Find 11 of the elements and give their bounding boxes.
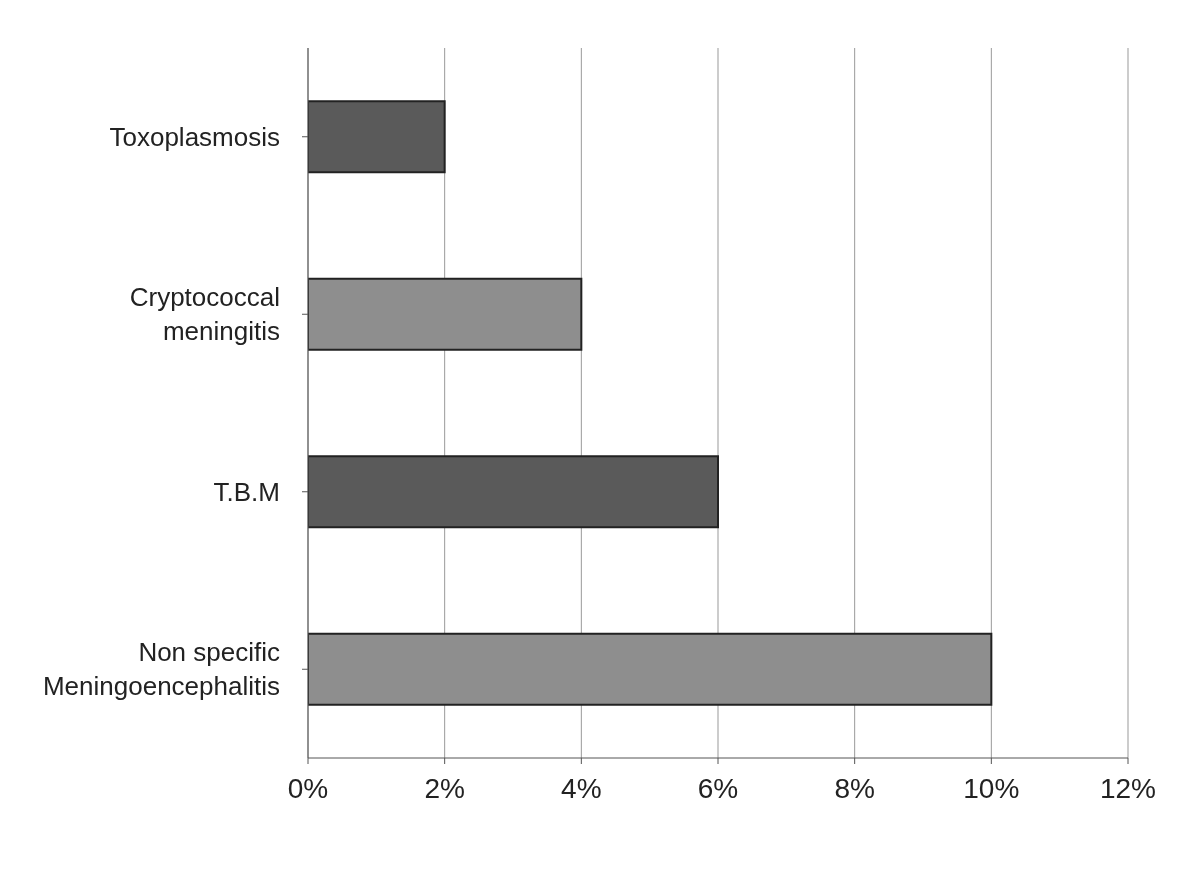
y-tick-label: T.B.M xyxy=(213,476,280,507)
x-tick-label: 0% xyxy=(287,772,329,804)
y-tick-label: Non specific Meningoencephalitis xyxy=(42,637,280,702)
x-tick-label: 2% xyxy=(424,772,465,804)
x-tick-label: 10% xyxy=(963,772,1020,804)
x-tick-label: 8% xyxy=(834,772,875,804)
y-tick-label: Cryptococcal meningitis xyxy=(129,282,280,347)
y-tick-label: Toxoplasmosis xyxy=(109,121,280,152)
x-tick-label: 4% xyxy=(561,772,602,804)
x-tick-label: 12% xyxy=(1099,772,1157,804)
x-tick-label: 6% xyxy=(697,772,739,804)
